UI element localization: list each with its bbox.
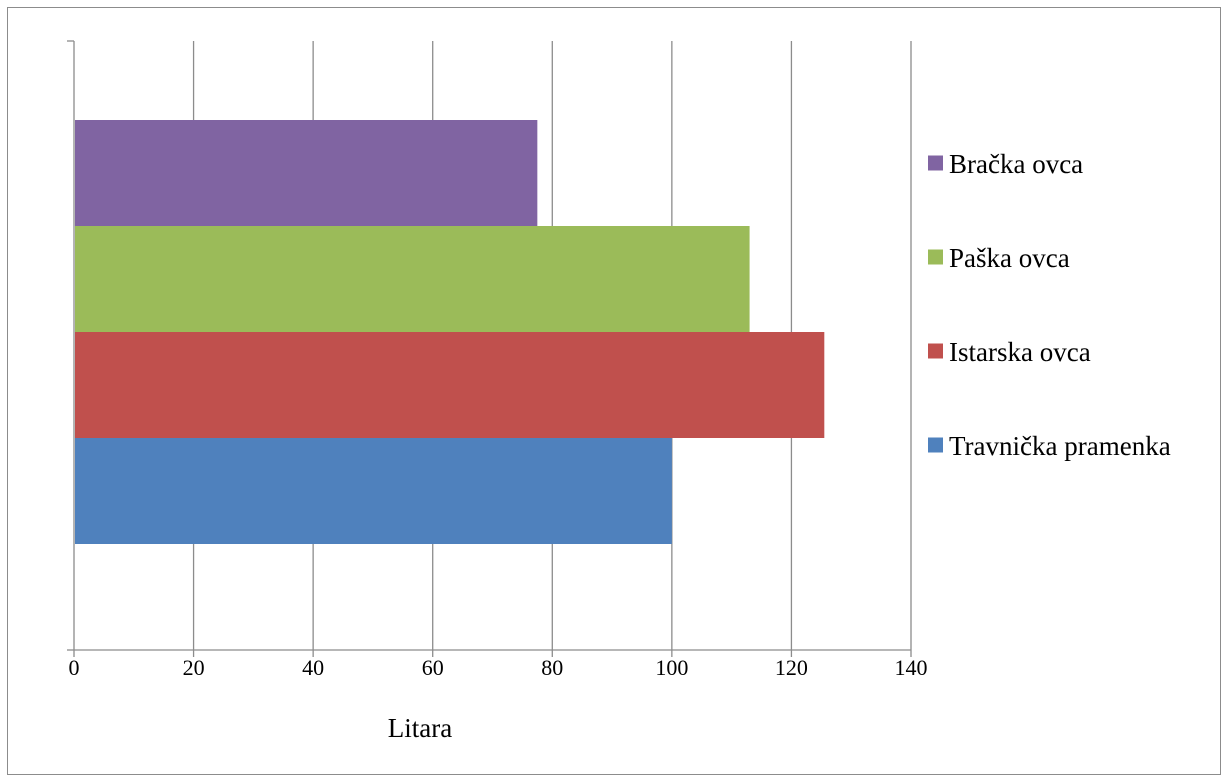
x-axis-title: Litara [388, 713, 452, 743]
bar-paška-ovca [75, 226, 750, 332]
bar-istarska-ovca [75, 332, 825, 438]
x-tick-label: 80 [541, 655, 563, 680]
x-tick-label: 140 [895, 655, 928, 680]
x-tick-labels: 0 20 40 60 80 100 120 140 [69, 655, 928, 680]
x-tick-label: 20 [183, 655, 205, 680]
legend-label: Bračka ovca [949, 149, 1083, 179]
x-tick-label: 120 [775, 655, 808, 680]
bars [75, 120, 825, 544]
bar-bračka-ovca [75, 120, 538, 226]
x-tick-label: 0 [69, 655, 80, 680]
legend-label: Istarska ovca [949, 337, 1091, 367]
x-tick-label: 100 [655, 655, 688, 680]
legend-label: Travnička pramenka [949, 431, 1171, 461]
legend-swatch [928, 437, 943, 453]
x-tick-label: 40 [302, 655, 324, 680]
legend-swatch [928, 343, 943, 359]
legend-label: Paška ovca [949, 243, 1070, 273]
bar-travnička-pramenka [75, 438, 672, 544]
legend-swatch [928, 155, 943, 171]
legend-swatch [928, 249, 943, 265]
legend: Bračka ovca Paška ovca Istarska ovca Travni… [928, 149, 1171, 461]
axes [67, 40, 912, 657]
x-tick-label: 60 [422, 655, 444, 680]
